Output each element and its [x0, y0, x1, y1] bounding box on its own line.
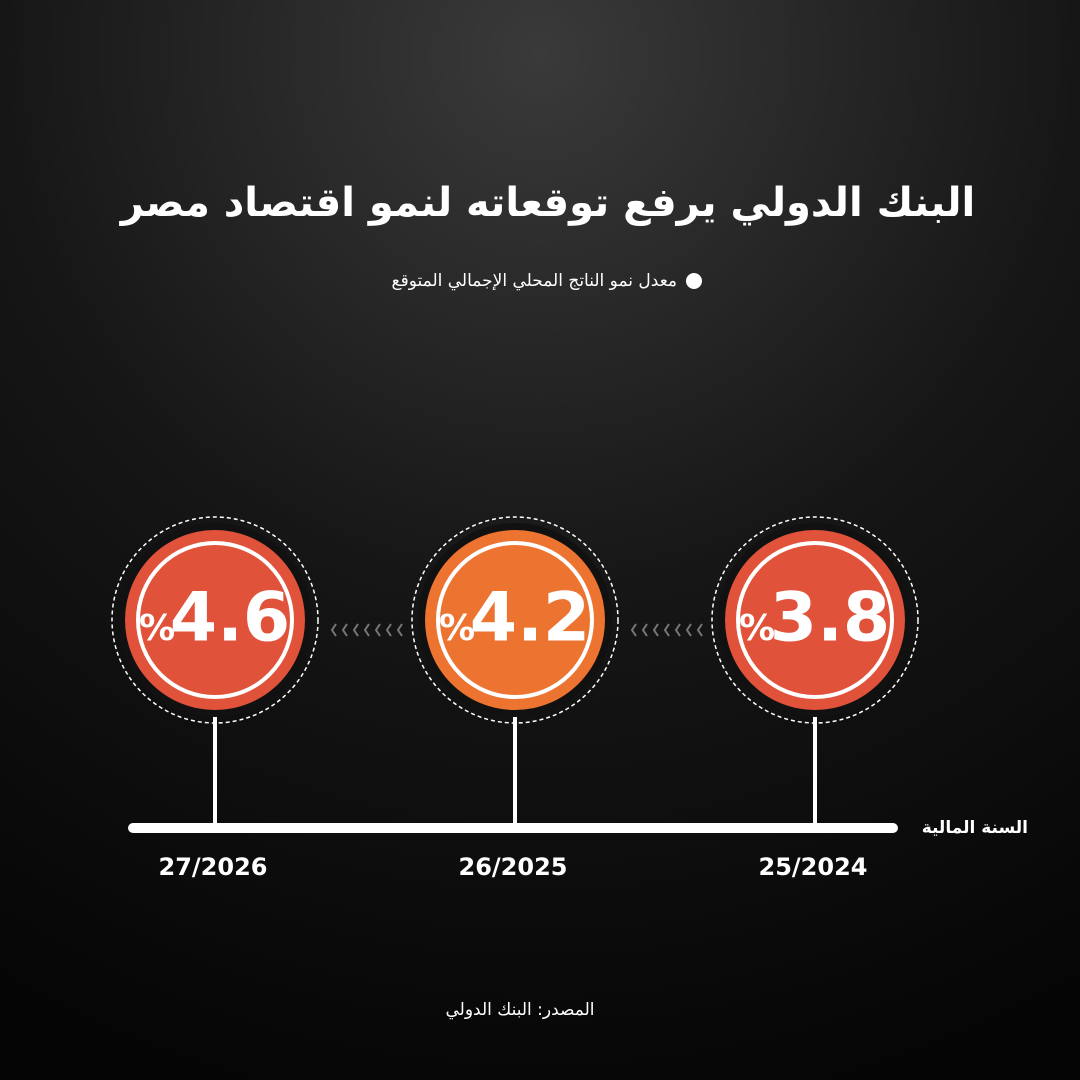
chevron [341, 623, 348, 637]
value-label: 4.6 [170, 579, 290, 658]
value-unit: % [139, 608, 175, 649]
legend-marker [686, 273, 702, 289]
chevron [685, 623, 692, 637]
x-tick-label: 27/2026 [159, 853, 268, 881]
inner-ring [436, 541, 594, 699]
value-circle [125, 530, 305, 710]
chevron [674, 623, 681, 637]
legend-label: معدل نمو الناتج المحلي الإجمالي المتوقع [392, 271, 677, 291]
chevron [396, 623, 403, 637]
chevron [363, 623, 370, 637]
dashed-ring [411, 516, 619, 724]
dashed-ring [111, 516, 319, 724]
value-label: 4.2 [470, 579, 590, 658]
chevron [663, 623, 670, 637]
chevron [630, 623, 637, 637]
chevron [330, 623, 337, 637]
source: المصدر: البنك الدولي [445, 1000, 594, 1020]
chevron [374, 623, 381, 637]
chevron [652, 623, 659, 637]
x-tick-label: 26/2025 [459, 853, 568, 881]
value-circle [425, 530, 605, 710]
chevron [352, 623, 359, 637]
value-circle [725, 530, 905, 710]
chevron [385, 623, 392, 637]
value-unit: % [739, 608, 775, 649]
value-unit: % [439, 608, 475, 649]
inner-ring [736, 541, 894, 699]
chart-title: البنك الدولي يرفع توقعاته لنمو اقتصاد مص… [119, 180, 975, 226]
inner-ring [136, 541, 294, 699]
axis-title: السنة المالية [922, 818, 1028, 838]
chevron [696, 623, 703, 637]
dashed-ring [711, 516, 919, 724]
value-label: 3.8 [770, 579, 890, 658]
x-tick-label: 25/2024 [759, 853, 868, 881]
chevron [641, 623, 648, 637]
